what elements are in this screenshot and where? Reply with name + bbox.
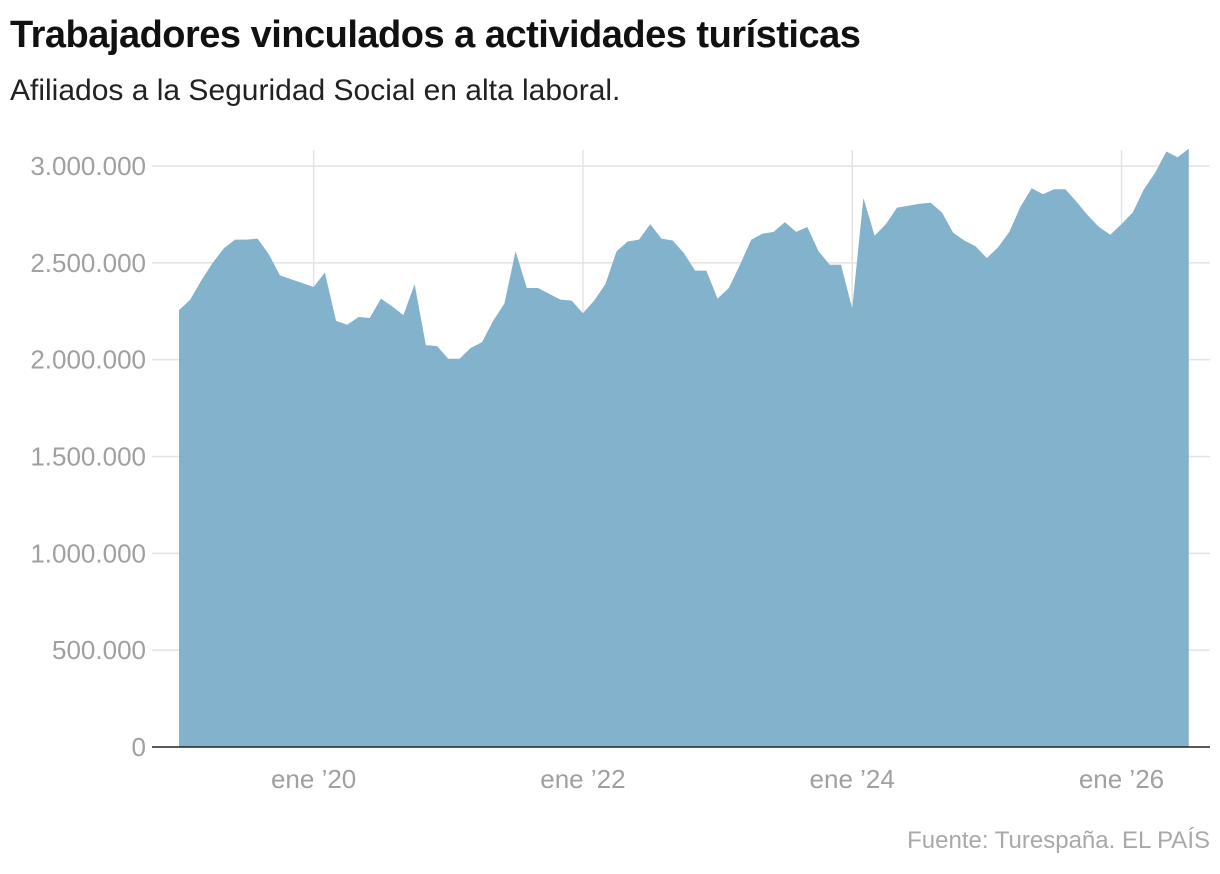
y-tick-label: 0	[132, 732, 146, 762]
y-tick-label: 2.000.000	[30, 345, 146, 375]
x-tick-label: ene ’26	[1079, 764, 1164, 794]
y-axis: 0 500.000 1.000.000 1.500.000 2.000.000 2.500…	[30, 151, 146, 762]
x-tick-label: ene ’24	[810, 764, 895, 794]
x-axis: ene ’20 ene ’22 ene ’24 ene ’26	[271, 764, 1164, 794]
y-tick-label: 1.500.000	[30, 442, 146, 472]
source-note: Fuente: Turespaña. EL PAÍS	[907, 827, 1210, 854]
y-tick-label: 3.000.000	[30, 151, 146, 181]
y-tick-label: 500.000	[52, 635, 146, 665]
chart-title: Trabajadores vinculados a actividades tu…	[10, 14, 861, 56]
x-tick-label: ene ’20	[271, 764, 356, 794]
chart-subtitle: Afiliados a la Seguridad Social en alta …	[10, 74, 621, 107]
x-tick-label: ene ’22	[540, 764, 625, 794]
y-tick-label: 2.500.000	[30, 248, 146, 278]
y-tick-label: 1.000.000	[30, 538, 146, 568]
area-series	[179, 148, 1189, 747]
